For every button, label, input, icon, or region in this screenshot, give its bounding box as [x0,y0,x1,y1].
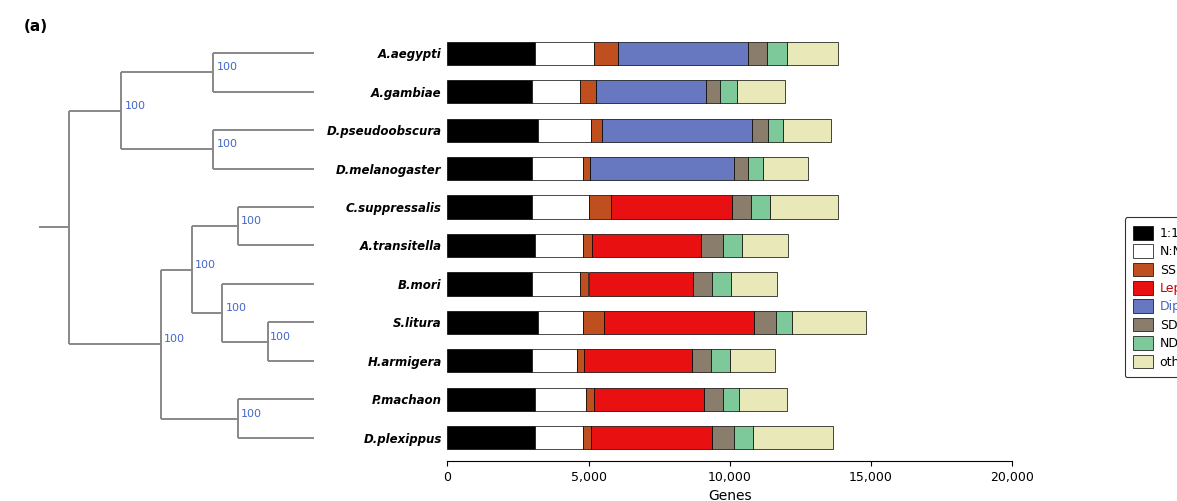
Text: 100: 100 [226,303,246,313]
Bar [749,42,767,65]
Bar [751,195,771,218]
Bar [603,119,752,142]
Bar [583,234,592,257]
Bar [538,119,591,142]
Bar [532,273,580,296]
Bar [586,388,593,411]
Bar [538,311,583,334]
Bar [447,119,538,142]
Bar [753,426,832,449]
Bar [720,80,737,103]
Bar [534,42,594,65]
Text: 100: 100 [241,216,261,226]
Bar [711,349,730,372]
Bar [723,234,743,257]
Bar [593,388,704,411]
Bar [693,273,712,296]
Bar [532,80,580,103]
Bar [747,157,763,180]
Text: 100: 100 [217,63,238,72]
X-axis label: Genes: Genes [707,489,752,501]
Bar [734,157,747,180]
Bar [447,42,534,65]
Bar [588,273,693,296]
Bar [618,42,749,65]
Bar [769,119,783,142]
Bar [583,157,590,180]
Bar [706,80,720,103]
Bar [752,119,769,142]
Bar [604,311,753,334]
Bar [787,42,838,65]
Bar [588,195,611,218]
Bar [532,349,577,372]
Bar [447,311,538,334]
Bar [732,195,751,218]
Text: 100: 100 [125,101,146,111]
Bar [532,195,588,218]
Bar [734,426,753,449]
Bar [767,42,787,65]
Bar [447,157,532,180]
Bar [447,273,532,296]
Text: 100: 100 [217,139,238,149]
Bar [583,426,591,449]
Bar [731,273,777,296]
Text: 100: 100 [241,409,261,419]
Bar [723,388,739,411]
Bar [584,349,692,372]
Bar [447,195,532,218]
Bar [701,234,723,257]
Bar [712,426,734,449]
Bar [743,234,787,257]
Bar [792,311,865,334]
Bar [577,349,584,372]
Bar [580,80,596,103]
Bar [776,311,792,334]
Text: 100: 100 [270,332,291,342]
Bar [712,273,731,296]
Bar [447,234,534,257]
Text: 100: 100 [165,334,185,344]
Bar [730,349,776,372]
Bar [591,119,603,142]
Bar [591,426,712,449]
Bar [783,119,831,142]
Text: 100: 100 [195,260,215,270]
Bar [583,311,604,334]
Bar [580,273,588,296]
Bar [594,42,618,65]
Bar [753,311,776,334]
Bar [534,426,583,449]
Bar [532,157,583,180]
Bar [447,80,532,103]
Bar [592,234,701,257]
Bar [596,80,706,103]
Bar [737,80,785,103]
Bar [447,388,534,411]
Bar [692,349,711,372]
Bar [590,157,734,180]
Bar [534,388,586,411]
Bar [739,388,787,411]
Bar [447,349,532,372]
Legend: 1:1:1, N:N:N, SS, Lepidoptera, Diptera, SD, ND, others: 1:1:1, N:N:N, SS, Lepidoptera, Diptera, … [1125,217,1177,377]
Bar [704,388,723,411]
Bar [763,157,807,180]
Bar [447,426,534,449]
Text: (a): (a) [24,19,47,34]
Bar [534,234,583,257]
Bar [771,195,838,218]
Bar [611,195,732,218]
